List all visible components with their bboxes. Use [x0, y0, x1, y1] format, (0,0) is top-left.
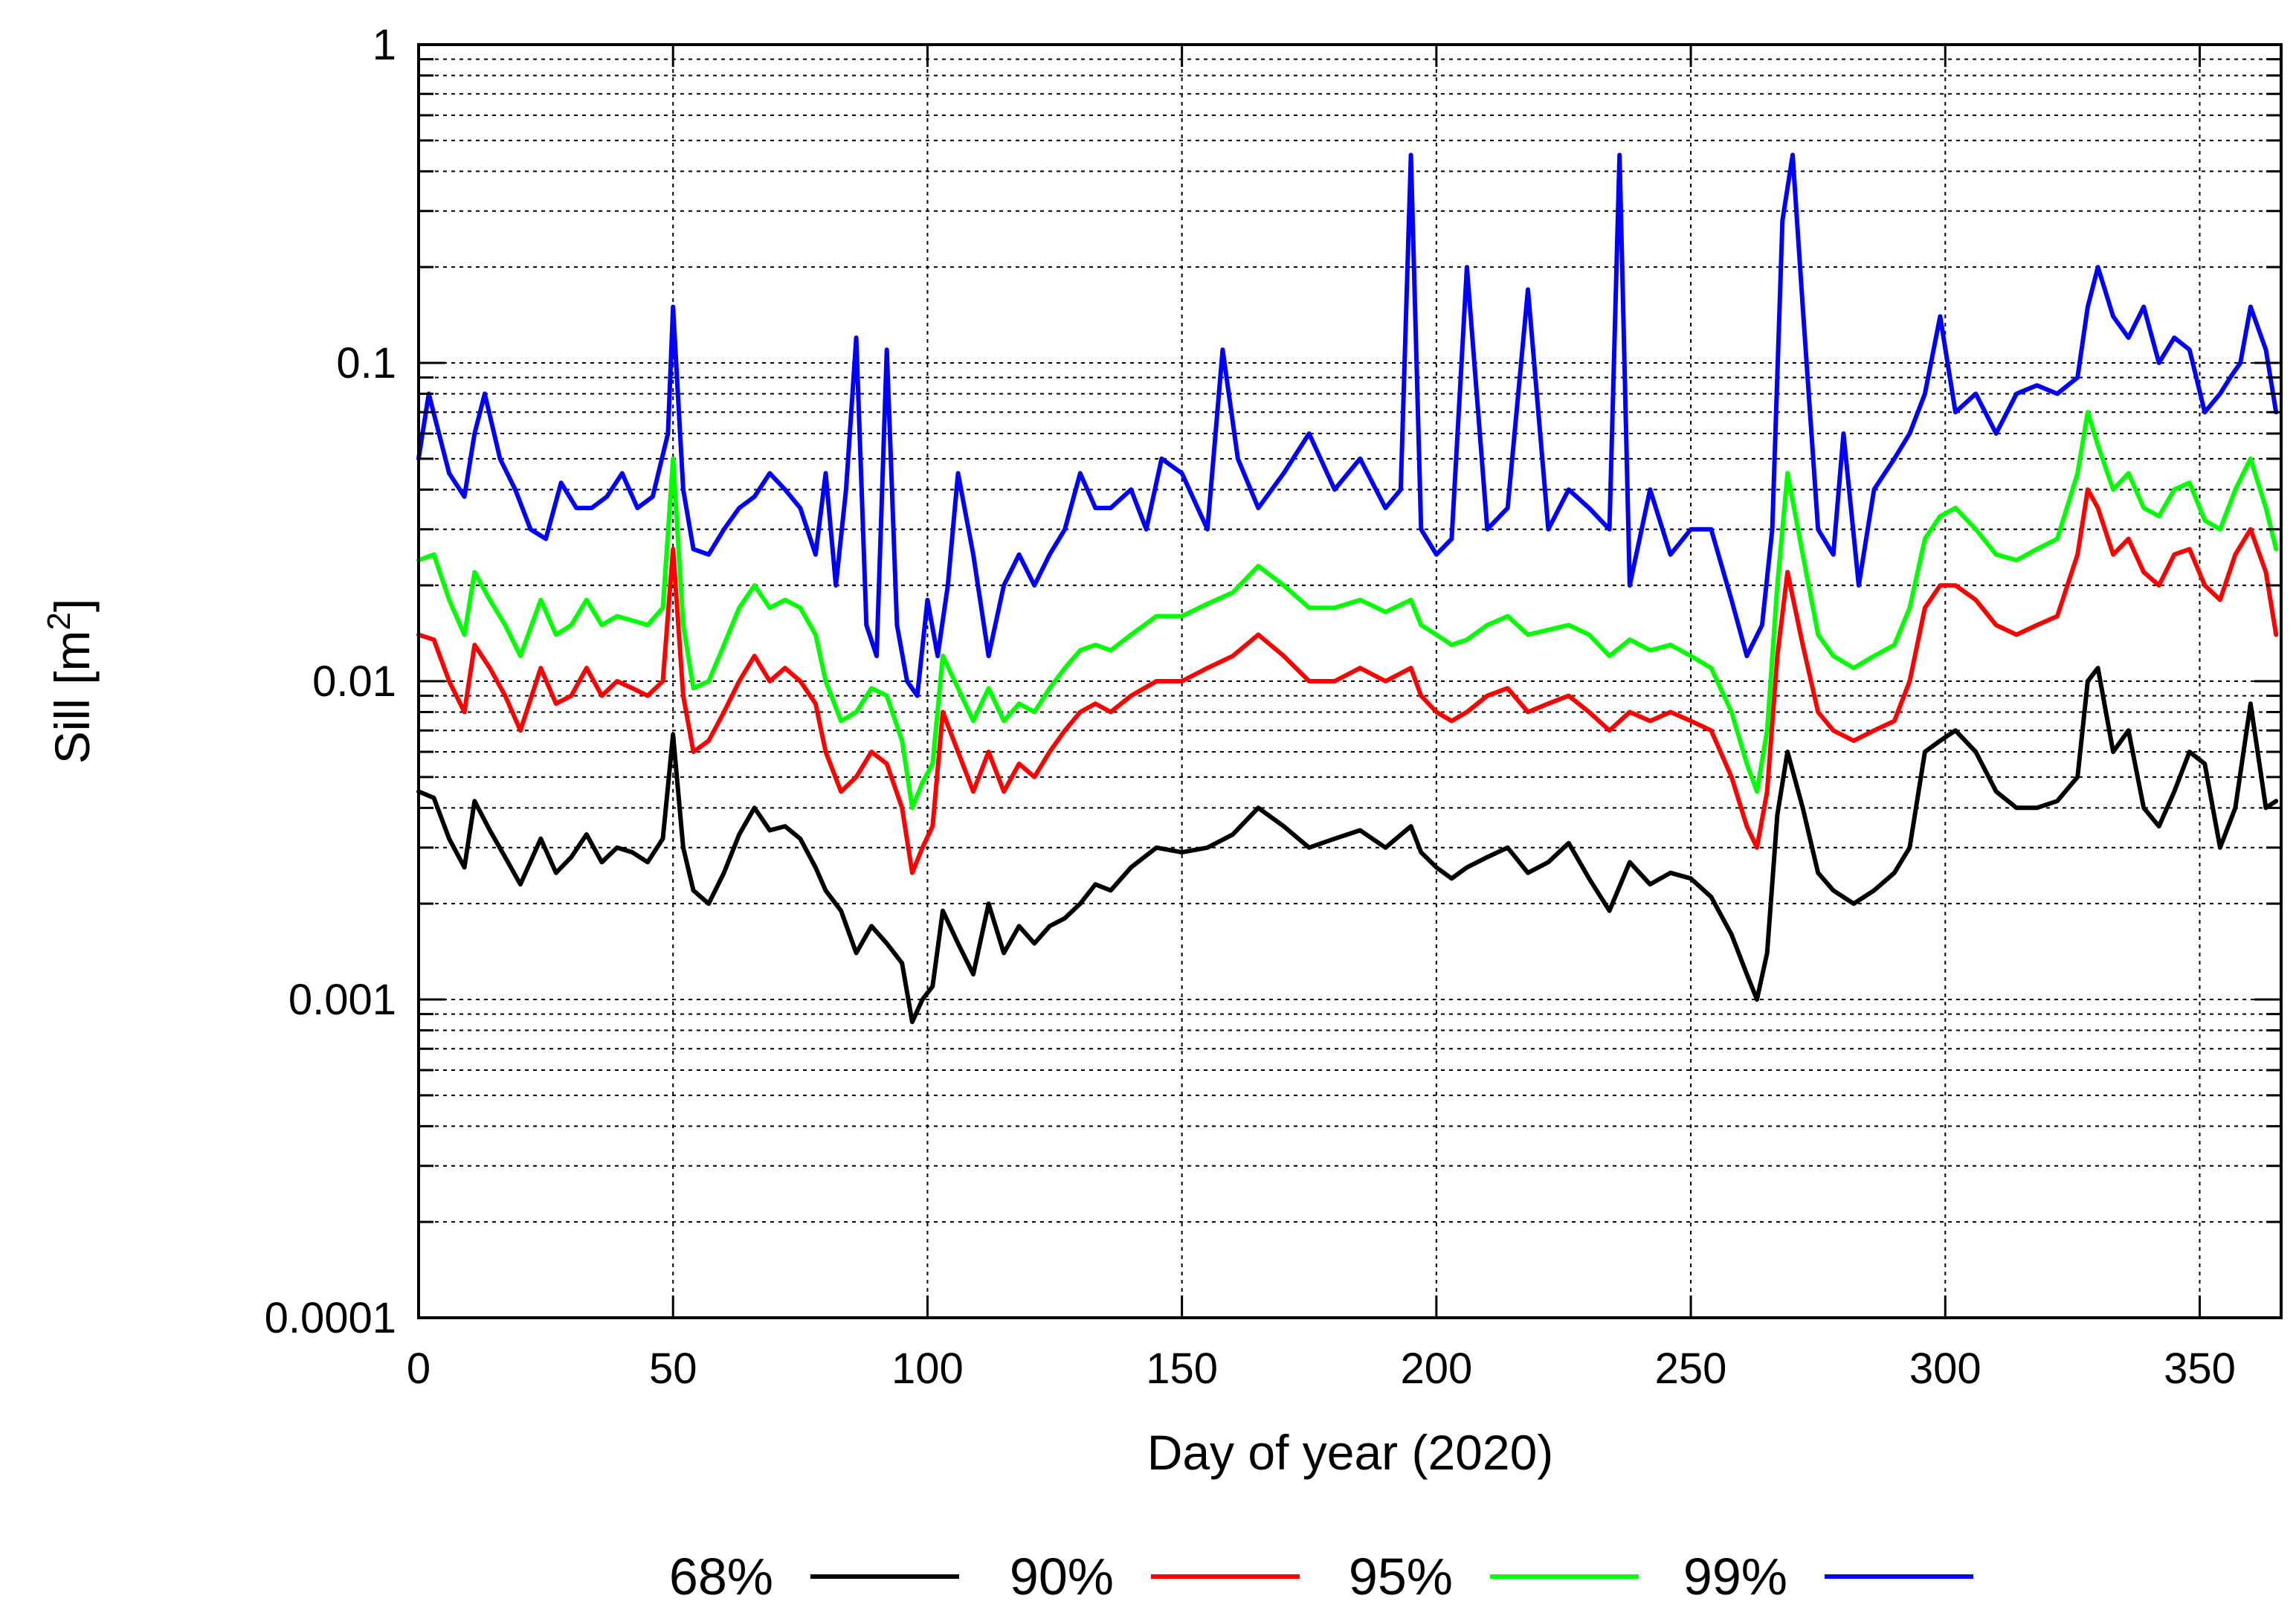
x-tick-label: 0 [407, 1345, 430, 1393]
series-line-3 [416, 410, 2279, 811]
legend: 68% 90% 95% 99% [669, 1548, 1973, 1606]
y-axis-label: Sill [m2] [41, 599, 100, 764]
y-tick-label: 0.0001 [265, 1294, 396, 1342]
y-tick-label: 0.001 [288, 976, 396, 1024]
legend-label: 99% [1683, 1548, 1787, 1606]
y-axis-label-superscript: 2 [41, 612, 77, 630]
legend-label: 95% [1349, 1548, 1453, 1606]
x-tick-label: 100 [891, 1345, 964, 1393]
x-tick-label: 50 [649, 1345, 697, 1393]
y-tick-label: 0.01 [312, 657, 396, 706]
x-axis-label: Day of year (2020) [1147, 1425, 1554, 1480]
y-tick-label: 1 [373, 21, 396, 69]
y-axis-label-tail: ] [45, 599, 100, 612]
legend-label: 90% [1010, 1548, 1114, 1606]
x-tick-label: 150 [1146, 1345, 1218, 1393]
series-line-1 [416, 666, 2279, 1025]
series-line-4 [416, 152, 2279, 698]
y-axis-label-base: Sill [m [45, 631, 100, 764]
x-tick-label: 200 [1400, 1345, 1472, 1393]
series-line-2 [416, 487, 2279, 875]
x-tick-label: 300 [1909, 1345, 1981, 1393]
x-tick-label: 350 [2164, 1345, 2236, 1393]
axis-ticks: 0 50 100 150 200 250 300 350 0.0001 0.001 0.01 0.1 1 [265, 21, 2281, 1393]
plot-series [416, 152, 2279, 1025]
x-tick-label: 250 [1655, 1345, 1727, 1393]
y-tick-label: 0.1 [336, 339, 396, 387]
legend-label: 68% [669, 1548, 773, 1606]
